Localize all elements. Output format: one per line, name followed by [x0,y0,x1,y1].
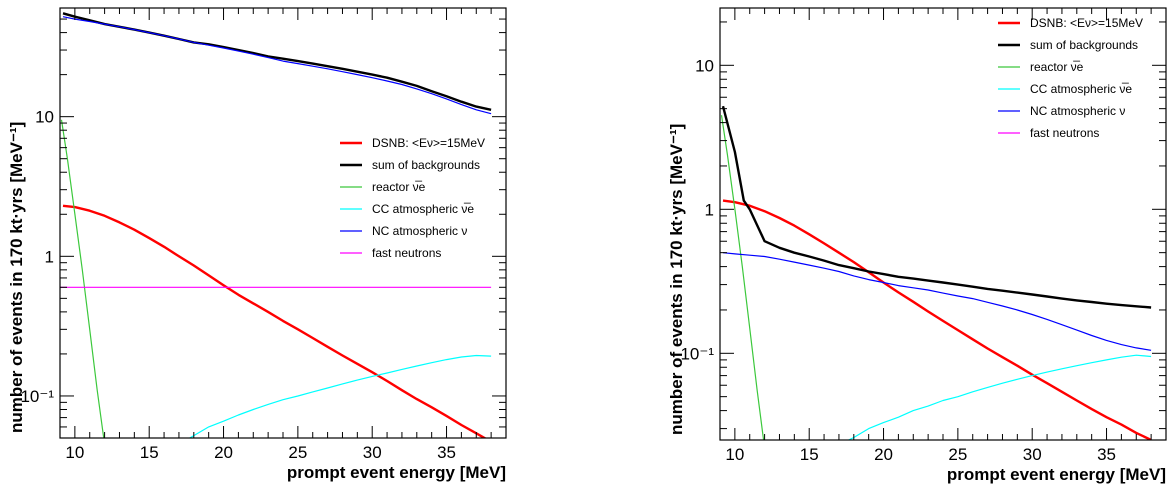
plot-frame [719,7,1167,441]
y-tick-label: 10⁻¹ [680,344,714,363]
legend-label-nc-atmospheric: NC atmospheric ν [1030,104,1125,118]
x-tick-label: 25 [948,445,967,464]
legend-label-dsnb-e-15mev: DSNB: <Eν>=15MeV [372,136,485,150]
legend-label-sum-of-backgrounds: sum of backgrounds [372,158,480,172]
series-line-dsnb-e-15mev [722,199,1152,440]
series-line-sum-of-backgrounds [721,105,1152,309]
y-tick-label: 1 [45,247,54,266]
y-tick-label: 10 [695,56,714,75]
y-tick-label: 10 [35,108,54,127]
series-line-reactor-e [720,115,765,440]
series-line-reactor-e [60,119,105,438]
y-tick-label: 1 [705,200,714,219]
x-tick-label: 15 [800,445,819,464]
legend-label-reactor-e: reactor ν̅e [1030,60,1084,74]
left-chart: 10 15 20 25 30 35 10 1 10⁻¹ prompt event energy [… [7,7,507,482]
y-axis-title: number of events in 170 kt·yrs [MeV⁻¹] [667,124,686,435]
x-tick-label: 30 [1023,445,1042,464]
legend-label-dsnb-e-15mev: DSNB: <Eν>=15MeV [1030,16,1143,30]
plot-frame [59,7,507,439]
x-tick-label: 30 [363,443,382,462]
x-tick-label: 35 [1097,445,1116,464]
plot-area [60,12,492,438]
legend-label-fast-neutrons: fast neutrons [372,246,441,260]
series-line-cc-atmospheric-e [847,354,1152,440]
legend: DSNB: <Eν>=15MeV sum of backgrounds reacto… [340,136,485,260]
x-tick-label: 35 [437,443,456,462]
legend-label-cc-atmospheric-e: CC atmospheric ν̅e [372,202,474,216]
x-tick-label: 20 [214,443,233,462]
plot-area [720,105,1152,440]
series-line-nc-atmospheric [62,16,492,115]
legend-label-fast-neutrons: fast neutrons [1030,126,1099,140]
x-tick-label: 25 [288,443,307,462]
y-axis-title: number of events in 170 kt·yrs [MeV⁻¹] [7,122,26,433]
x-tick-label: 10 [725,445,744,464]
y-tick-label: 10⁻¹ [20,387,54,406]
right-chart: 10 15 20 25 30 35 10 1 10⁻¹ prompt event energy [… [667,7,1167,484]
legend: DSNB: <Eν>=15MeV sum of backgrounds reacto… [998,16,1143,140]
series-line-dsnb-e-15mev [62,204,487,438]
series-line-nc-atmospheric [722,252,1152,351]
series-line-cc-atmospheric-e [188,354,492,438]
legend-label-nc-atmospheric: NC atmospheric ν [372,224,467,238]
legend-label-cc-atmospheric-e: CC atmospheric ν̅e [1030,82,1132,96]
x-axis-title: prompt event energy [MeV] [287,463,506,482]
x-tick-label: 15 [140,443,159,462]
x-tick-label: 10 [65,443,84,462]
legend-label-sum-of-backgrounds: sum of backgrounds [1030,38,1138,52]
legend-label-reactor-e: reactor ν̅e [372,180,426,194]
x-axis-title: prompt event energy [MeV] [947,465,1166,484]
x-tick-label: 20 [874,445,893,464]
